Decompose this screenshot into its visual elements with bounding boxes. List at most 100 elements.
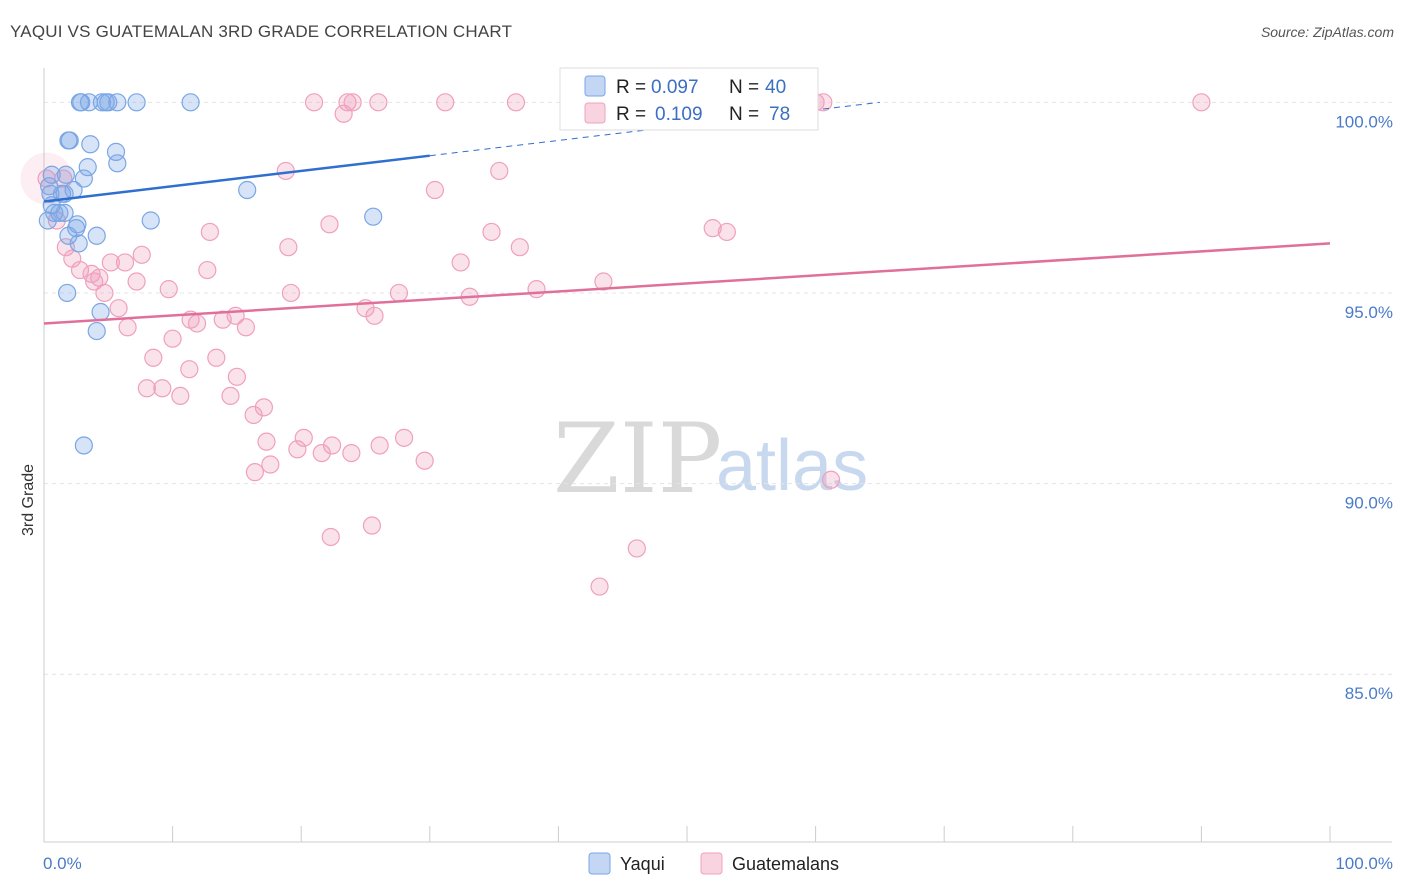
series-guatemalans	[20, 93, 1211, 596]
guatemalans-point	[261, 455, 280, 474]
guatemalans-point	[394, 428, 414, 447]
guatemalans-point	[342, 443, 361, 463]
yaqui-point	[56, 165, 75, 184]
yaqui-point	[59, 131, 78, 150]
guatemalans-point	[370, 436, 389, 455]
bottom-legend-swatch-guatemalans	[700, 852, 723, 875]
guatemalans-point	[227, 367, 246, 386]
guatemalans-point	[144, 348, 163, 367]
guatemalans-point	[312, 443, 331, 463]
guatemalans-point	[254, 398, 274, 417]
legend-background	[559, 67, 819, 131]
watermark-zip: ZIP	[553, 403, 722, 515]
guatemalans-point	[187, 314, 207, 333]
series-yaqui	[38, 93, 383, 455]
yaqui-point	[55, 203, 74, 222]
legend-n-label-yaqui: N =	[729, 77, 759, 98]
guatemalans-point	[163, 329, 182, 348]
yaqui-point	[74, 436, 93, 455]
chart-title: YAQUI VS GUATEMALAN 3RD GRADE CORRELATIO…	[10, 22, 513, 41]
y-tick-label: 95.0%	[1345, 303, 1393, 322]
guatemalans-point	[527, 280, 546, 299]
guatemalans-point	[717, 222, 736, 242]
guatemalans-point	[304, 93, 324, 112]
guatemalans-point	[245, 463, 265, 482]
x-tick-label-max: 100.0%	[1335, 854, 1393, 873]
yaqui-point	[99, 93, 118, 112]
legend-r-label-guatemalans: R =	[616, 104, 646, 125]
guatemalans-point	[132, 245, 151, 264]
guatemalans-point	[153, 379, 172, 398]
yaqui-point	[364, 207, 383, 226]
guatemalans-point	[159, 280, 178, 299]
yaqui-point	[87, 321, 106, 341]
yaqui-point	[67, 219, 86, 238]
guatemalans-point	[703, 219, 722, 238]
guatemalans-point	[257, 432, 276, 451]
legend-n-value-yaqui: 40	[765, 77, 786, 98]
yaqui-point	[238, 180, 257, 200]
guatemalans-point	[365, 306, 384, 325]
guatemalans-point	[281, 283, 301, 303]
source-credit: Source: ZipAtlas.com	[1260, 24, 1394, 40]
guatemalans-point	[279, 238, 298, 257]
trend-line-yaqui	[43, 154, 430, 203]
guatemalans-point	[510, 238, 529, 257]
guatemalans-point	[321, 527, 340, 547]
axes	[43, 68, 1392, 843]
yaqui-point	[58, 283, 77, 303]
guatemalans-point	[118, 318, 137, 337]
yaqui-point	[91, 302, 110, 322]
guatemalans-point	[590, 577, 609, 596]
guatemalans-point	[415, 451, 434, 470]
guatemalans-point	[70, 260, 90, 280]
yaqui-point	[38, 211, 57, 230]
guatemalans-point	[127, 272, 146, 291]
yaqui-point	[87, 226, 106, 245]
yaqui-point	[45, 203, 64, 222]
guatemalans-point	[244, 405, 263, 425]
y-tick-label: 100.0%	[1335, 112, 1393, 131]
yaqui-point	[41, 184, 60, 203]
guatemalans-point	[288, 440, 307, 459]
guatemalans-point	[180, 360, 199, 379]
guatemalans-point	[338, 93, 357, 112]
guatemalans-point	[207, 348, 226, 367]
guatemalans-point	[320, 215, 339, 234]
guatemalans-point	[362, 516, 382, 535]
legend-box: R = 0.097 N = 40 R = 0.109 N = 78	[559, 67, 819, 131]
legend-swatch-yaqui	[584, 75, 606, 97]
guatemalans-point	[294, 428, 313, 447]
yaqui-point	[108, 154, 127, 173]
yaqui-point	[72, 93, 91, 112]
guatemalans-point	[85, 272, 104, 291]
yaqui-point	[81, 135, 100, 154]
guatemalans-point	[627, 539, 646, 558]
yaqui-point	[181, 93, 200, 112]
bottom-legend-label-yaqui: Yaqui	[620, 854, 665, 874]
legend-r-value-guatemalans: 0.109	[655, 104, 703, 125]
guatemalans-point	[425, 180, 445, 200]
guatemalans-point	[236, 318, 256, 337]
y-axis-label: 3rd Grade	[20, 464, 37, 536]
guatemalans-point	[490, 161, 509, 181]
legend-n-label-guatemalans: N =	[729, 104, 759, 125]
guatemalans-point	[109, 299, 128, 318]
guatemalans-point	[137, 379, 156, 398]
guatemalans-point	[482, 222, 501, 242]
guatemalans-point	[198, 260, 217, 280]
yaqui-point	[69, 234, 88, 253]
guatemalans-point	[95, 283, 114, 303]
x-tick-label-min: 0.0%	[43, 854, 82, 873]
guatemalans-point	[821, 470, 841, 489]
legend-n-value-guatemalans: 78	[769, 104, 790, 125]
guatemalans-point	[1192, 93, 1211, 112]
guatemalans-point	[436, 93, 455, 112]
watermark-atlas: atlas	[716, 426, 868, 506]
yaqui-point	[59, 226, 78, 245]
guatemalans-point	[101, 253, 120, 272]
trend-lines	[43, 101, 1331, 325]
bottom-legend-swatch-yaqui	[588, 852, 611, 875]
yaqui-point	[42, 165, 61, 184]
